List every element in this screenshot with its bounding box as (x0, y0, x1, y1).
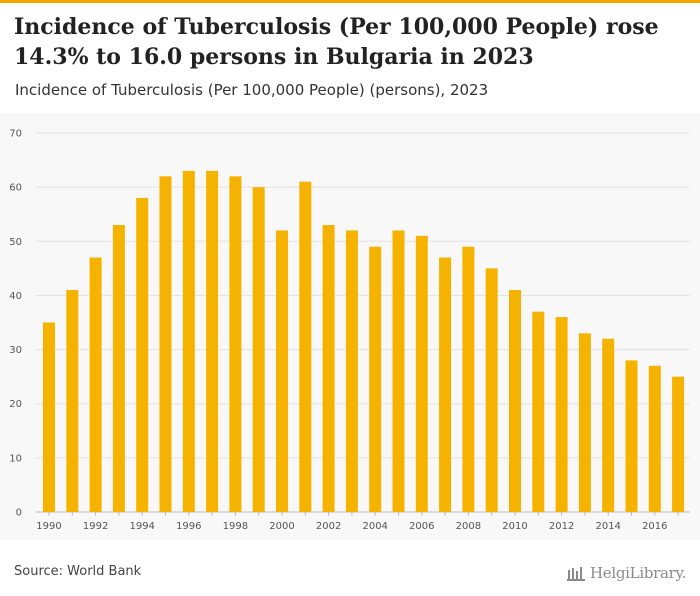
bar (578, 333, 591, 512)
bar (159, 176, 172, 513)
library-icon (567, 567, 585, 581)
bar (555, 317, 568, 512)
y-tick-label: 0 (16, 508, 22, 519)
bar (229, 176, 242, 513)
x-tick-label: 1994 (129, 521, 154, 532)
bar (439, 257, 452, 512)
bar (136, 197, 149, 512)
bar (672, 376, 685, 512)
x-tick-label: 2008 (456, 521, 481, 532)
x-tick-label: 1996 (176, 521, 201, 532)
x-tick-label: 2016 (642, 521, 667, 532)
bar (182, 170, 195, 512)
x-tick-label: 2010 (502, 521, 527, 532)
bar (322, 225, 335, 512)
chart-title: Incidence of Tuberculosis (Per 100,000 P… (14, 14, 659, 70)
x-tick-label: 1992 (83, 521, 108, 532)
bar (206, 170, 219, 512)
bar (276, 230, 288, 512)
y-tick-label: 70 (9, 129, 22, 140)
y-tick-label: 30 (9, 345, 22, 356)
bar (345, 230, 358, 512)
bar-chart: 0 10 20 30 40 50 60 70 1990 1992 1994 1996 1998 2000 2… (9, 129, 690, 532)
y-tick-label: 10 (9, 453, 22, 464)
bar (66, 290, 79, 512)
bar (112, 225, 125, 512)
x-tick-label: 2006 (409, 521, 434, 532)
x-tick-label: 2000 (269, 521, 294, 532)
brand-logo: HelgiLibrary. (566, 562, 686, 584)
bar (532, 311, 545, 512)
bar (415, 235, 428, 512)
y-tick-label: 20 (9, 399, 22, 410)
bar (43, 322, 55, 512)
x-tick-label: 2012 (549, 521, 574, 532)
bar (299, 181, 312, 512)
x-tick-label: 2002 (316, 521, 341, 532)
bar (648, 365, 661, 512)
source-note: Source: World Bank (14, 564, 142, 579)
bar (602, 338, 615, 512)
y-tick-label: 40 (9, 291, 22, 302)
x-tick-label: 2014 (595, 521, 620, 532)
y-tick-label: 50 (9, 237, 22, 248)
bar (252, 187, 265, 512)
bar (462, 246, 475, 512)
accent-bar (0, 0, 700, 3)
bar (625, 360, 638, 512)
bar (89, 257, 102, 512)
brand-name: HelgiLibrary. (590, 564, 687, 582)
chart-subtitle: Incidence of Tuberculosis (Per 100,000 P… (15, 81, 489, 99)
bar (485, 268, 498, 512)
bar (509, 290, 521, 512)
bar (369, 246, 382, 512)
bar (392, 230, 405, 512)
y-tick-label: 60 (9, 183, 22, 194)
x-tick-label: 1998 (223, 521, 248, 532)
x-tick-label: 1990 (36, 521, 61, 532)
x-tick-label: 2004 (362, 521, 387, 532)
